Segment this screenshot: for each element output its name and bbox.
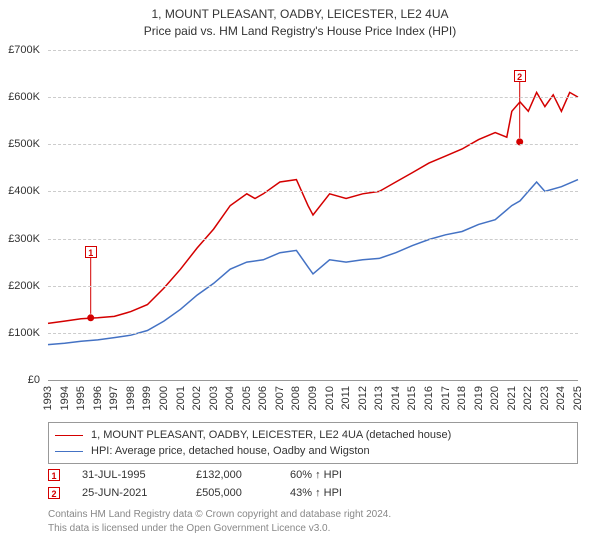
legend-label-hpi: HPI: Average price, detached house, Oadb…	[91, 445, 370, 457]
legend: 1, MOUNT PLEASANT, OADBY, LEICESTER, LE2…	[48, 422, 578, 464]
x-tick-label: 2004	[224, 386, 236, 410]
sale-point-callout: 1	[85, 246, 97, 258]
y-tick-label: £400K	[0, 185, 40, 197]
x-tick-label: 1995	[75, 386, 87, 410]
gridline	[48, 239, 578, 240]
legend-swatch-hpi	[55, 451, 83, 452]
x-tick-label: 1997	[108, 386, 120, 410]
footer-line-1: Contains HM Land Registry data © Crown c…	[48, 508, 578, 522]
x-tick-label: 1993	[42, 386, 54, 410]
footer-line-2: This data is licensed under the Open Gov…	[48, 522, 578, 536]
x-tick-label: 2021	[506, 386, 518, 410]
gridline	[48, 191, 578, 192]
gridline	[48, 144, 578, 145]
data-point-delta: 43% ↑ HPI	[290, 487, 342, 499]
x-tick-label: 2024	[555, 386, 567, 410]
data-point-date: 25-JUN-2021	[82, 487, 192, 499]
y-tick-label: £700K	[0, 44, 40, 56]
x-tick-label: 1994	[59, 386, 71, 410]
data-point-row: 1 31-JUL-1995 £132,000 60% ↑ HPI	[48, 466, 578, 484]
plot-region: £0£100K£200K£300K£400K£500K£600K£700K199…	[48, 50, 578, 381]
y-tick-label: £0	[0, 374, 40, 386]
series-line-hpi	[48, 180, 578, 345]
data-point-date: 31-JUL-1995	[82, 469, 192, 481]
gridline	[48, 286, 578, 287]
title-line-2: Price paid vs. HM Land Registry's House …	[0, 23, 600, 40]
y-tick-label: £100K	[0, 327, 40, 339]
gridline	[48, 50, 578, 51]
x-tick-label: 2000	[158, 386, 170, 410]
x-tick-label: 1996	[92, 386, 104, 410]
x-tick-label: 2009	[307, 386, 319, 410]
gridline	[48, 333, 578, 334]
x-tick-label: 2019	[473, 386, 485, 410]
x-tick-label: 2007	[274, 386, 286, 410]
x-tick-label: 1998	[125, 386, 137, 410]
x-tick-label: 2014	[390, 386, 402, 410]
x-tick-label: 2025	[572, 386, 584, 410]
legend-item-hpi: HPI: Average price, detached house, Oadb…	[55, 443, 571, 459]
x-tick-label: 2023	[539, 386, 551, 410]
data-point-price: £132,000	[196, 469, 286, 481]
y-tick-label: £500K	[0, 138, 40, 150]
legend-label-property: 1, MOUNT PLEASANT, OADBY, LEICESTER, LE2…	[91, 429, 451, 441]
sale-data-points: 1 31-JUL-1995 £132,000 60% ↑ HPI 2 25-JU…	[48, 466, 578, 502]
x-tick-label: 2020	[489, 386, 501, 410]
chart-area: £0£100K£200K£300K£400K£500K£600K£700K199…	[48, 50, 578, 380]
x-tick-label: 2013	[373, 386, 385, 410]
footer-attribution: Contains HM Land Registry data © Crown c…	[48, 508, 578, 535]
x-tick-label: 1999	[141, 386, 153, 410]
x-tick-label: 2015	[406, 386, 418, 410]
y-tick-label: £300K	[0, 233, 40, 245]
data-point-marker: 1	[48, 469, 60, 481]
series-svg	[48, 50, 578, 380]
x-tick-label: 2001	[175, 386, 187, 410]
data-point-price: £505,000	[196, 487, 286, 499]
x-tick-label: 2012	[357, 386, 369, 410]
data-point-marker: 2	[48, 487, 60, 499]
sale-point-callout: 2	[514, 70, 526, 82]
y-tick-label: £200K	[0, 280, 40, 292]
x-tick-label: 2008	[290, 386, 302, 410]
x-tick-label: 2011	[340, 386, 352, 410]
data-point-delta: 60% ↑ HPI	[290, 469, 342, 481]
legend-swatch-property	[55, 435, 83, 436]
legend-item-property: 1, MOUNT PLEASANT, OADBY, LEICESTER, LE2…	[55, 427, 571, 443]
series-line-property	[48, 92, 578, 323]
x-tick-label: 2016	[423, 386, 435, 410]
y-tick-label: £600K	[0, 91, 40, 103]
chart-titles: 1, MOUNT PLEASANT, OADBY, LEICESTER, LE2…	[0, 0, 600, 40]
x-tick-label: 2006	[257, 386, 269, 410]
x-tick-label: 2017	[440, 386, 452, 410]
title-line-1: 1, MOUNT PLEASANT, OADBY, LEICESTER, LE2…	[0, 6, 600, 23]
x-tick-label: 2002	[191, 386, 203, 410]
x-tick-label: 2022	[522, 386, 534, 410]
data-point-row: 2 25-JUN-2021 £505,000 43% ↑ HPI	[48, 484, 578, 502]
x-tick-label: 2005	[241, 386, 253, 410]
x-tick-label: 2003	[208, 386, 220, 410]
gridline	[48, 97, 578, 98]
sale-point-dot	[87, 314, 94, 321]
x-tick-label: 2010	[324, 386, 336, 410]
x-tick-label: 2018	[456, 386, 468, 410]
